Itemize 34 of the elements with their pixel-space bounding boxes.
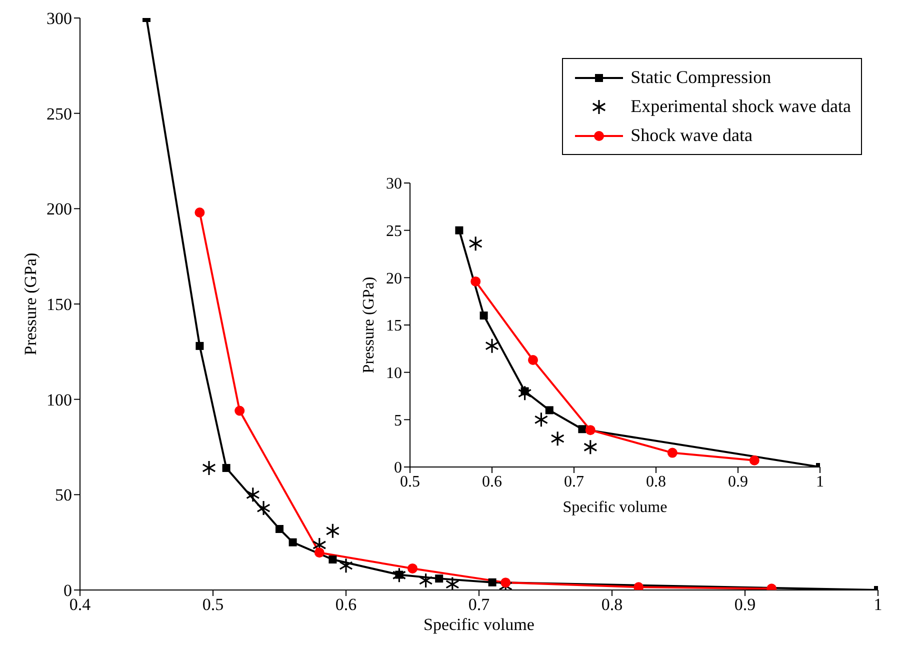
y-tick-label: 200 xyxy=(46,200,72,219)
x-tick-label: 0.5 xyxy=(202,595,224,614)
x-tick-label: 0.5 xyxy=(400,473,420,490)
x-tick-label: 0.7 xyxy=(468,595,490,614)
x-tick-label: 0.6 xyxy=(335,595,357,614)
y-tick-label: 25 xyxy=(386,223,402,240)
y-tick-label: 50 xyxy=(55,486,72,505)
y-tick-label: 5 xyxy=(394,412,402,430)
y-tick-label: 20 xyxy=(386,270,402,288)
y-tick-label: 0 xyxy=(394,460,402,477)
y-tick-label: 100 xyxy=(46,390,72,410)
legend-label: Shock wave data xyxy=(630,125,753,146)
x-tick-label: 0.9 xyxy=(734,595,756,614)
y-tick-label: 150 xyxy=(46,295,72,314)
y-tick-label: 250 xyxy=(46,104,72,124)
y-tick-label: 15 xyxy=(386,318,402,335)
x-tick-label: 0.9 xyxy=(728,473,748,490)
x-tick-label: 0.6 xyxy=(482,473,502,490)
y-axis-title: Pressure (GPa) xyxy=(21,252,40,356)
y-tick-label: 0 xyxy=(64,581,72,600)
x-tick-label: 0.7 xyxy=(564,473,584,490)
x-axis-title: Specific volume xyxy=(424,615,534,634)
y-axis-title: Pressure (GPa) xyxy=(360,276,378,374)
x-tick-label: 1 xyxy=(816,473,824,490)
x-tick-label: 0.8 xyxy=(601,595,623,614)
y-tick-label: 30 xyxy=(386,176,402,193)
legend-label: Static Compression xyxy=(630,67,772,88)
legend-label: Experimental shock wave data xyxy=(630,96,851,117)
x-tick-label: 0.4 xyxy=(69,595,92,614)
x-tick-label: 0.8 xyxy=(646,473,666,490)
y-tick-label: 300 xyxy=(46,9,72,28)
x-tick-label: 1 xyxy=(874,595,882,614)
x-axis-title: Specific volume xyxy=(562,499,668,516)
y-tick-label: 10 xyxy=(386,365,402,382)
